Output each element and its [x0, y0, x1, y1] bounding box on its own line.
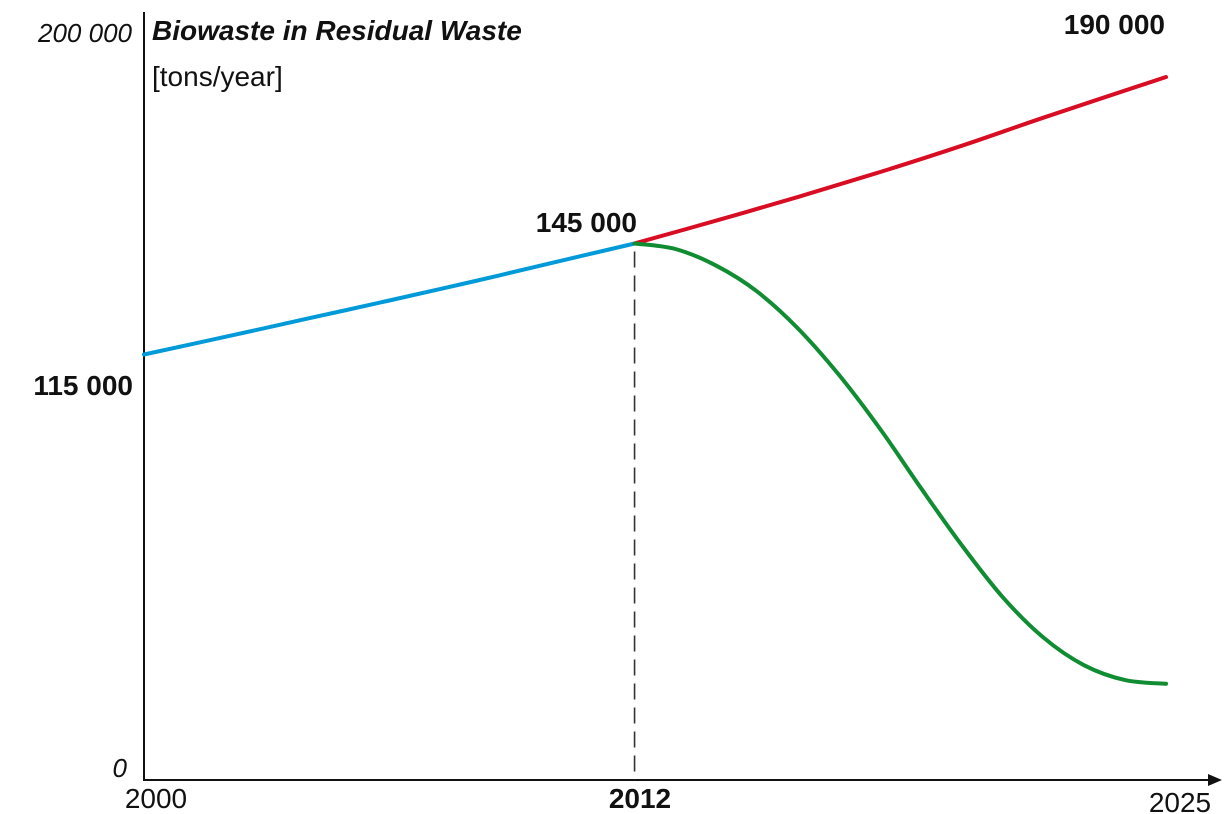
x-axis-arrow-icon [1208, 774, 1222, 786]
x-tick-label-2012: 2012 [609, 783, 671, 814]
annotation-start-value: 115 000 [33, 370, 133, 401]
series-layer [142, 75, 1168, 686]
annotation-2025-value: 190 000 [1064, 9, 1165, 40]
y-tick-label-max: 200 000 [37, 18, 133, 48]
x-tick-label-2025: 2025 [1149, 787, 1211, 814]
axes [143, 12, 1222, 786]
series-line-projection-high [632, 75, 1168, 246]
x-tick-label-2000: 2000 [125, 783, 187, 814]
series-line-projection-low [632, 241, 1168, 686]
y-tick-label-zero: 0 [113, 753, 128, 783]
series-line-historical [142, 241, 637, 357]
chart-title: Biowaste in Residual Waste [152, 15, 522, 46]
annotation-2012-value: 145 000 [536, 207, 637, 238]
y-axis-unit-label: [tons/year] [152, 61, 283, 92]
